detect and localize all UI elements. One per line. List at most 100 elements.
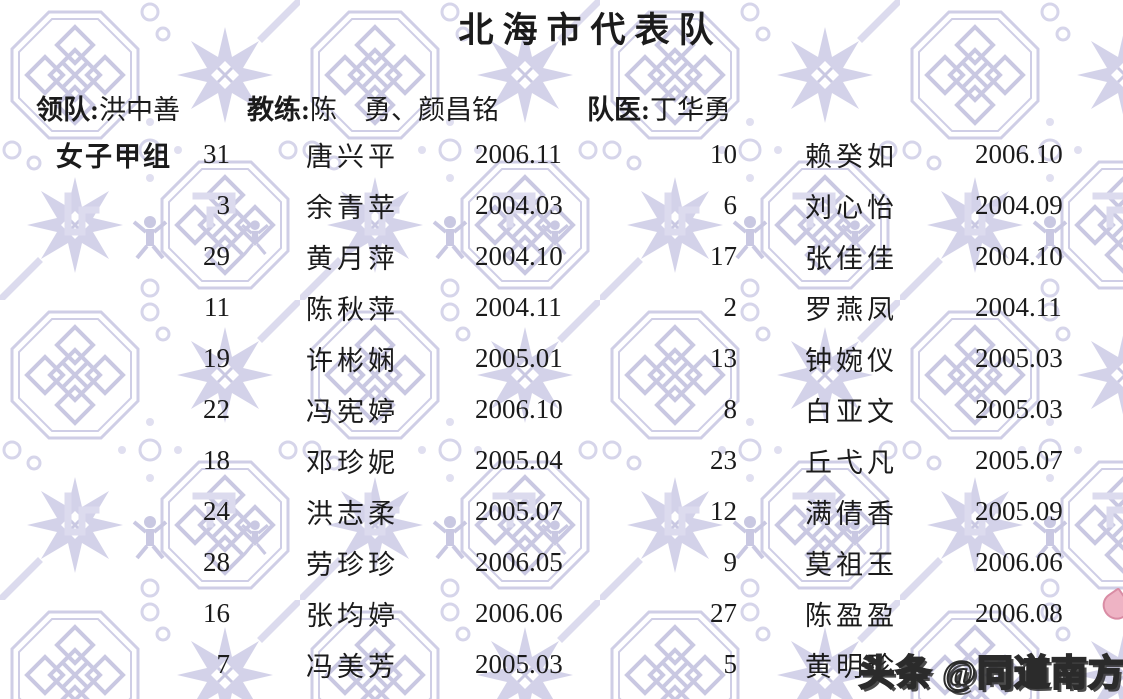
player-name: 张佳佳	[805, 244, 898, 274]
player-number: 11	[204, 292, 230, 322]
player-name: 黄明珍	[805, 652, 898, 682]
roster-row: 7 冯美芳 2005.03	[50, 639, 570, 690]
toutiao-watermark: 头条 @同道南方	[858, 652, 1123, 694]
player-name: 白亚文	[805, 397, 898, 427]
player-name: 丘弋凡	[805, 448, 898, 478]
birth-date: 2006.06	[975, 547, 1063, 577]
roster-row: 9 莫祖玉 2006.06	[560, 537, 1123, 588]
player-number: 13	[710, 343, 737, 373]
birth-date: 2005.01	[475, 343, 563, 373]
team-leader-name: 洪中善	[99, 95, 180, 125]
birth-date: 2006.10	[475, 394, 563, 424]
birth-date: 2005.07	[975, 445, 1063, 475]
player-number: 27	[710, 598, 737, 628]
team-leader: 领队:洪中善	[36, 92, 180, 128]
player-number: 24	[203, 496, 230, 526]
group-label: 女子甲组	[56, 142, 172, 172]
player-number: 22	[203, 394, 230, 424]
player-name: 余青苹	[306, 193, 399, 223]
birth-date: 2005.09	[975, 496, 1063, 526]
birth-date: 2005.07	[475, 496, 563, 526]
coach-label: 教练:	[247, 95, 310, 125]
roster-row: 18 邓珍妮 2005.04	[50, 435, 570, 486]
player-number: 6	[723, 190, 738, 220]
player-number: 28	[203, 547, 230, 577]
birth-date: 2004.03	[475, 190, 563, 220]
roster-row: 16 张均婷 2006.06	[50, 588, 570, 639]
birth-date: 2006.11	[475, 139, 562, 169]
player-name: 莫祖玉	[805, 550, 898, 580]
birth-date: 2006.05	[475, 547, 563, 577]
player-number: 12	[710, 496, 737, 526]
player-name: 钟婉仪	[805, 346, 898, 376]
player-number: 9	[723, 547, 738, 577]
roster-row: 28 劳珍珍 2006.05	[50, 537, 570, 588]
roster-left-column: 女子甲组 31 唐兴平 2006.11 3 余青苹 2004.03 29 黄月萍…	[50, 129, 570, 690]
player-name: 许彬娴	[306, 346, 399, 376]
birth-date: 2005.03	[975, 394, 1063, 424]
player-name: 张均婷	[306, 601, 399, 631]
roster-row: 3 余青苹 2004.03	[50, 180, 570, 231]
roster-row: 8 白亚文 2005.03	[560, 384, 1123, 435]
roster-row: 10 赖癸如 2006.10	[560, 129, 1123, 180]
birth-date: 2004.11	[475, 292, 562, 322]
player-number: 19	[203, 343, 230, 373]
player-name: 满倩香	[805, 499, 898, 529]
birth-date: 2005.04	[475, 445, 563, 475]
roster-row: 22 冯宪婷 2006.10	[50, 384, 570, 435]
player-name: 陈秋萍	[306, 295, 399, 325]
player-number: 5	[723, 649, 738, 679]
roster-row: 23 丘弋凡 2005.07	[560, 435, 1123, 486]
birth-date: 2005.03	[975, 343, 1063, 373]
roster-row: 29 黄月萍 2004.10	[50, 231, 570, 282]
team-doctor-label: 队医:	[587, 95, 650, 125]
roster-right-column: 10 赖癸如 2006.10 6 刘心怡 2004.09 17 张佳佳 2004…	[560, 129, 1123, 690]
coach-names: 陈 勇、颜昌铭	[310, 95, 499, 125]
player-name: 罗燕凤	[805, 295, 898, 325]
coach: 教练:陈 勇、颜昌铭	[247, 92, 499, 128]
roster-row: 2 罗燕凤 2004.11	[560, 282, 1123, 333]
birth-date: 2004.11	[975, 292, 1062, 322]
player-number: 31	[203, 139, 230, 169]
roster-row: 12 满倩香 2005.09	[560, 486, 1123, 537]
player-name: 刘心怡	[805, 193, 898, 223]
player-number: 18	[203, 445, 230, 475]
player-number: 2	[723, 292, 738, 322]
roster-row: 24 洪志柔 2005.07	[50, 486, 570, 537]
roster-row: 11 陈秋萍 2004.11	[50, 282, 570, 333]
player-name: 唐兴平	[306, 142, 399, 172]
roster-row: 13 钟婉仪 2005.03	[560, 333, 1123, 384]
player-number: 7	[216, 649, 231, 679]
birth-date: 2004.10	[475, 241, 563, 271]
roster-row: 5 黄明珍	[560, 639, 1123, 690]
player-number: 23	[710, 445, 737, 475]
birth-date: 2006.08	[975, 598, 1063, 628]
roster-row: 女子甲组 31 唐兴平 2006.11	[50, 129, 570, 180]
team-doctor: 队医:丁华勇	[587, 92, 731, 128]
player-name: 陈盈盈	[805, 601, 898, 631]
player-name: 劳珍珍	[306, 550, 399, 580]
player-number: 10	[710, 139, 737, 169]
player-number: 17	[710, 241, 737, 271]
player-name: 冯美芳	[306, 652, 399, 682]
roster-row: 27 陈盈盈 2006.08	[560, 588, 1123, 639]
player-name: 邓珍妮	[306, 448, 399, 478]
roster-row: 19 许彬娴 2005.01	[50, 333, 570, 384]
roster-row: 17 张佳佳 2004.10	[560, 231, 1123, 282]
player-number: 29	[203, 241, 230, 271]
birth-date: 2005.03	[475, 649, 563, 679]
player-name: 冯宪婷	[306, 397, 399, 427]
team-leader-label: 领队:	[36, 95, 99, 125]
roster-row: 6 刘心怡 2004.09	[560, 180, 1123, 231]
player-number: 3	[216, 190, 231, 220]
team-doctor-name: 丁华勇	[650, 95, 731, 125]
player-number: 8	[723, 394, 738, 424]
page-title: 北海市代表队	[458, 11, 723, 50]
player-name: 黄月萍	[306, 244, 399, 274]
birth-date: 2006.10	[975, 139, 1063, 169]
birth-date: 2004.10	[975, 241, 1063, 271]
player-number: 16	[203, 598, 230, 628]
birth-date: 2004.09	[975, 190, 1063, 220]
